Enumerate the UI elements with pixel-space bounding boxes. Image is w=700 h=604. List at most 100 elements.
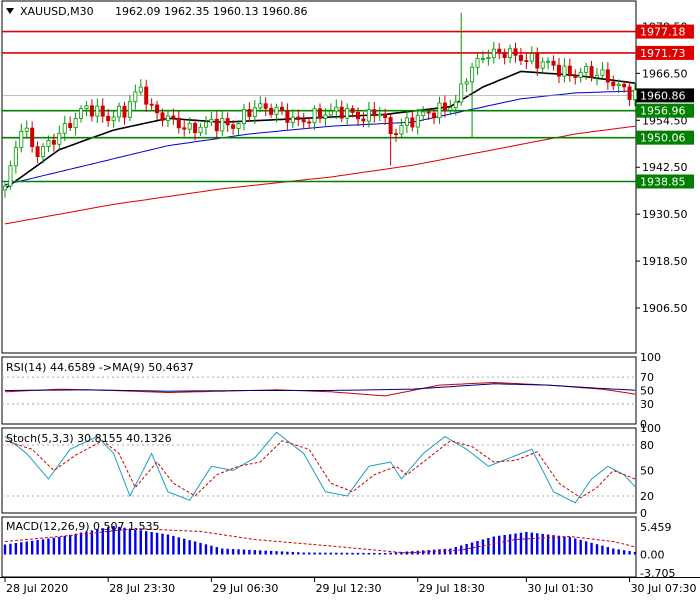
candle-body xyxy=(176,117,181,129)
rsi-tick-label: 0 xyxy=(640,418,647,431)
candle-body xyxy=(241,109,246,124)
level-tag-1956.96 xyxy=(636,103,694,118)
macd-title: MACD(12,26,9) 0.507 1.535 xyxy=(6,520,160,533)
candle-body xyxy=(41,146,46,158)
rsi-tick-label: 70 xyxy=(640,371,654,384)
candle-body xyxy=(470,66,475,83)
candle-body xyxy=(133,91,138,103)
candle-body xyxy=(290,116,295,123)
stoch-series-teal xyxy=(4,431,636,504)
price-tick-label: 1966.50 xyxy=(642,67,688,80)
candle-body xyxy=(89,105,94,117)
candle-body xyxy=(399,124,404,135)
candle-body xyxy=(209,118,214,123)
candle-body xyxy=(106,115,111,122)
macd-tick-label: -3.705 xyxy=(640,567,675,580)
candle-body xyxy=(252,107,257,117)
candle-body xyxy=(111,116,116,122)
time-tick-label: 28 Jul 2020 xyxy=(6,582,68,595)
candle-body xyxy=(323,114,328,119)
candle-body xyxy=(193,122,198,134)
candle-body xyxy=(633,89,638,100)
candle-body xyxy=(220,118,225,132)
candle-body xyxy=(513,48,518,56)
candle-body xyxy=(24,127,29,132)
candle-body xyxy=(584,66,589,73)
level-tag-1971.73 xyxy=(636,45,694,60)
candle-body xyxy=(475,58,480,68)
candle-body xyxy=(453,101,458,109)
moving-average-blue xyxy=(4,90,636,186)
moving-average-black xyxy=(4,70,636,190)
candle-body xyxy=(100,105,105,117)
candle-body xyxy=(464,81,469,85)
candle-body xyxy=(502,52,507,58)
candle-body xyxy=(394,133,399,136)
candle-body xyxy=(345,108,350,119)
candle-body xyxy=(459,83,464,103)
candle-body xyxy=(518,54,523,61)
candle-body xyxy=(426,111,431,114)
candle-body xyxy=(73,117,78,128)
candle-body xyxy=(567,65,572,77)
rsi-tick-label: 30 xyxy=(640,398,654,411)
candle-body xyxy=(231,124,236,129)
rsi-title: RSI(14) 44.6589 ->MA(9) 50.4637 xyxy=(6,361,194,374)
candle-body xyxy=(605,69,610,83)
candle-body xyxy=(437,102,442,119)
candle-body xyxy=(589,66,594,78)
price-tick-label: 1930.50 xyxy=(642,208,688,221)
rsi-tick-label: 50 xyxy=(640,385,654,398)
pane-frame-sto xyxy=(1,427,637,514)
candle-body xyxy=(404,117,409,126)
stoch-title: Stoch(5,3,3) 30.8155 40.1326 xyxy=(6,432,172,445)
candle-body xyxy=(600,69,605,76)
candle-body xyxy=(410,117,415,128)
candle-body xyxy=(334,106,339,112)
candle-body xyxy=(144,86,149,105)
candle-body xyxy=(285,110,290,123)
time-tick-label: 28 Jul 23:30 xyxy=(109,582,175,595)
candle-body xyxy=(247,109,252,117)
time-tick-label: 30 Jul 07:30 xyxy=(631,582,697,595)
candle-body xyxy=(480,58,485,60)
price-tick-label: 1918.50 xyxy=(642,255,688,268)
candle-body xyxy=(616,83,621,87)
level-tag-text: 1950.06 xyxy=(640,132,686,145)
candle-body xyxy=(535,53,540,69)
pane-frame-rsi xyxy=(1,356,637,425)
level-tag-text: 1977.18 xyxy=(640,26,686,39)
candle-body xyxy=(203,121,208,128)
candle-body xyxy=(383,113,388,118)
level-tag-1938.85 xyxy=(636,174,694,189)
candle-body xyxy=(627,86,632,100)
stoch-tick-label: 20 xyxy=(640,490,654,503)
stoch-series-red xyxy=(4,440,636,499)
candle-body xyxy=(187,122,192,130)
candle-body xyxy=(361,118,366,122)
pane-frame-main xyxy=(1,0,637,354)
candle-body xyxy=(117,105,122,118)
chart-symbol: XAUUSD,M30 xyxy=(20,5,94,18)
candle-body xyxy=(540,61,545,69)
current-price-tag-text: 1960.86 xyxy=(640,89,686,102)
candle-body xyxy=(388,117,393,135)
candle-body xyxy=(57,132,62,145)
macd-tick-label: 0.00 xyxy=(640,549,665,562)
level-tag-text: 1956.96 xyxy=(640,105,686,118)
candle-body xyxy=(448,107,453,111)
candle-body xyxy=(524,60,529,62)
candle-body xyxy=(236,123,241,129)
candle-body xyxy=(573,75,578,78)
dropdown-triangle-icon[interactable] xyxy=(6,8,14,14)
price-tick-label: 1906.50 xyxy=(642,302,688,315)
candle-body xyxy=(594,74,599,78)
candle-body xyxy=(19,130,24,148)
candle-body xyxy=(432,112,437,119)
candle-body xyxy=(486,57,491,59)
candle-body xyxy=(51,140,56,145)
time-tick-label: 29 Jul 18:30 xyxy=(419,582,485,595)
candle-body xyxy=(562,65,567,77)
stoch-tick-label: 50 xyxy=(640,465,654,478)
candle-body xyxy=(366,109,371,122)
